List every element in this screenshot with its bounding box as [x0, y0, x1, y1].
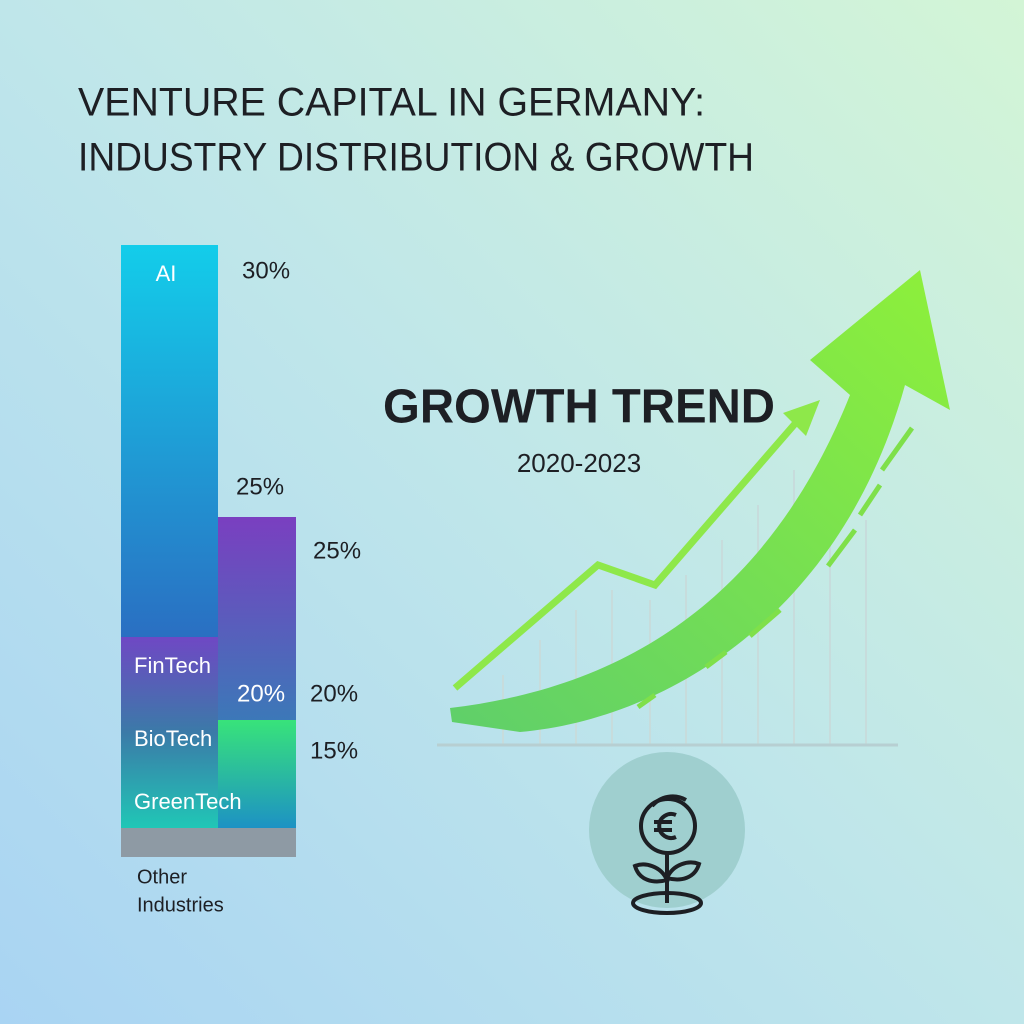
growth-arrow — [450, 270, 950, 732]
percent-label: 25% — [313, 537, 361, 564]
growth-title: GROWTH TREND — [383, 381, 775, 434]
trend-line — [452, 415, 803, 691]
bar-other — [121, 828, 296, 857]
other-label: Industries — [137, 894, 224, 916]
percent-label: 25% — [236, 473, 284, 500]
percent-label: 15% — [310, 737, 358, 764]
segment-label: AI — [156, 261, 177, 286]
euro-sprout-icon — [631, 794, 703, 915]
bar-block — [218, 517, 296, 720]
trend-arrowhead — [783, 400, 820, 436]
bar-block — [121, 637, 218, 828]
small-arrows — [636, 426, 915, 710]
segment-label: GreenTech — [134, 789, 242, 814]
segment-label: BioTech — [134, 726, 212, 751]
growth-period: 2020-2023 — [517, 448, 641, 478]
percent-label: 20% — [310, 680, 358, 707]
percent-label: 20% — [237, 680, 285, 707]
title-line: VENTURE CAPITAL IN GERMANY: — [78, 81, 705, 125]
segment-label: FinTech — [134, 653, 211, 678]
title-line: INDUSTRY DISTRIBUTION & GROWTH — [78, 136, 754, 180]
bar-ai — [121, 245, 218, 637]
percent-label: 30% — [242, 257, 290, 284]
bar-block — [218, 720, 296, 828]
other-label: Other — [137, 866, 187, 888]
